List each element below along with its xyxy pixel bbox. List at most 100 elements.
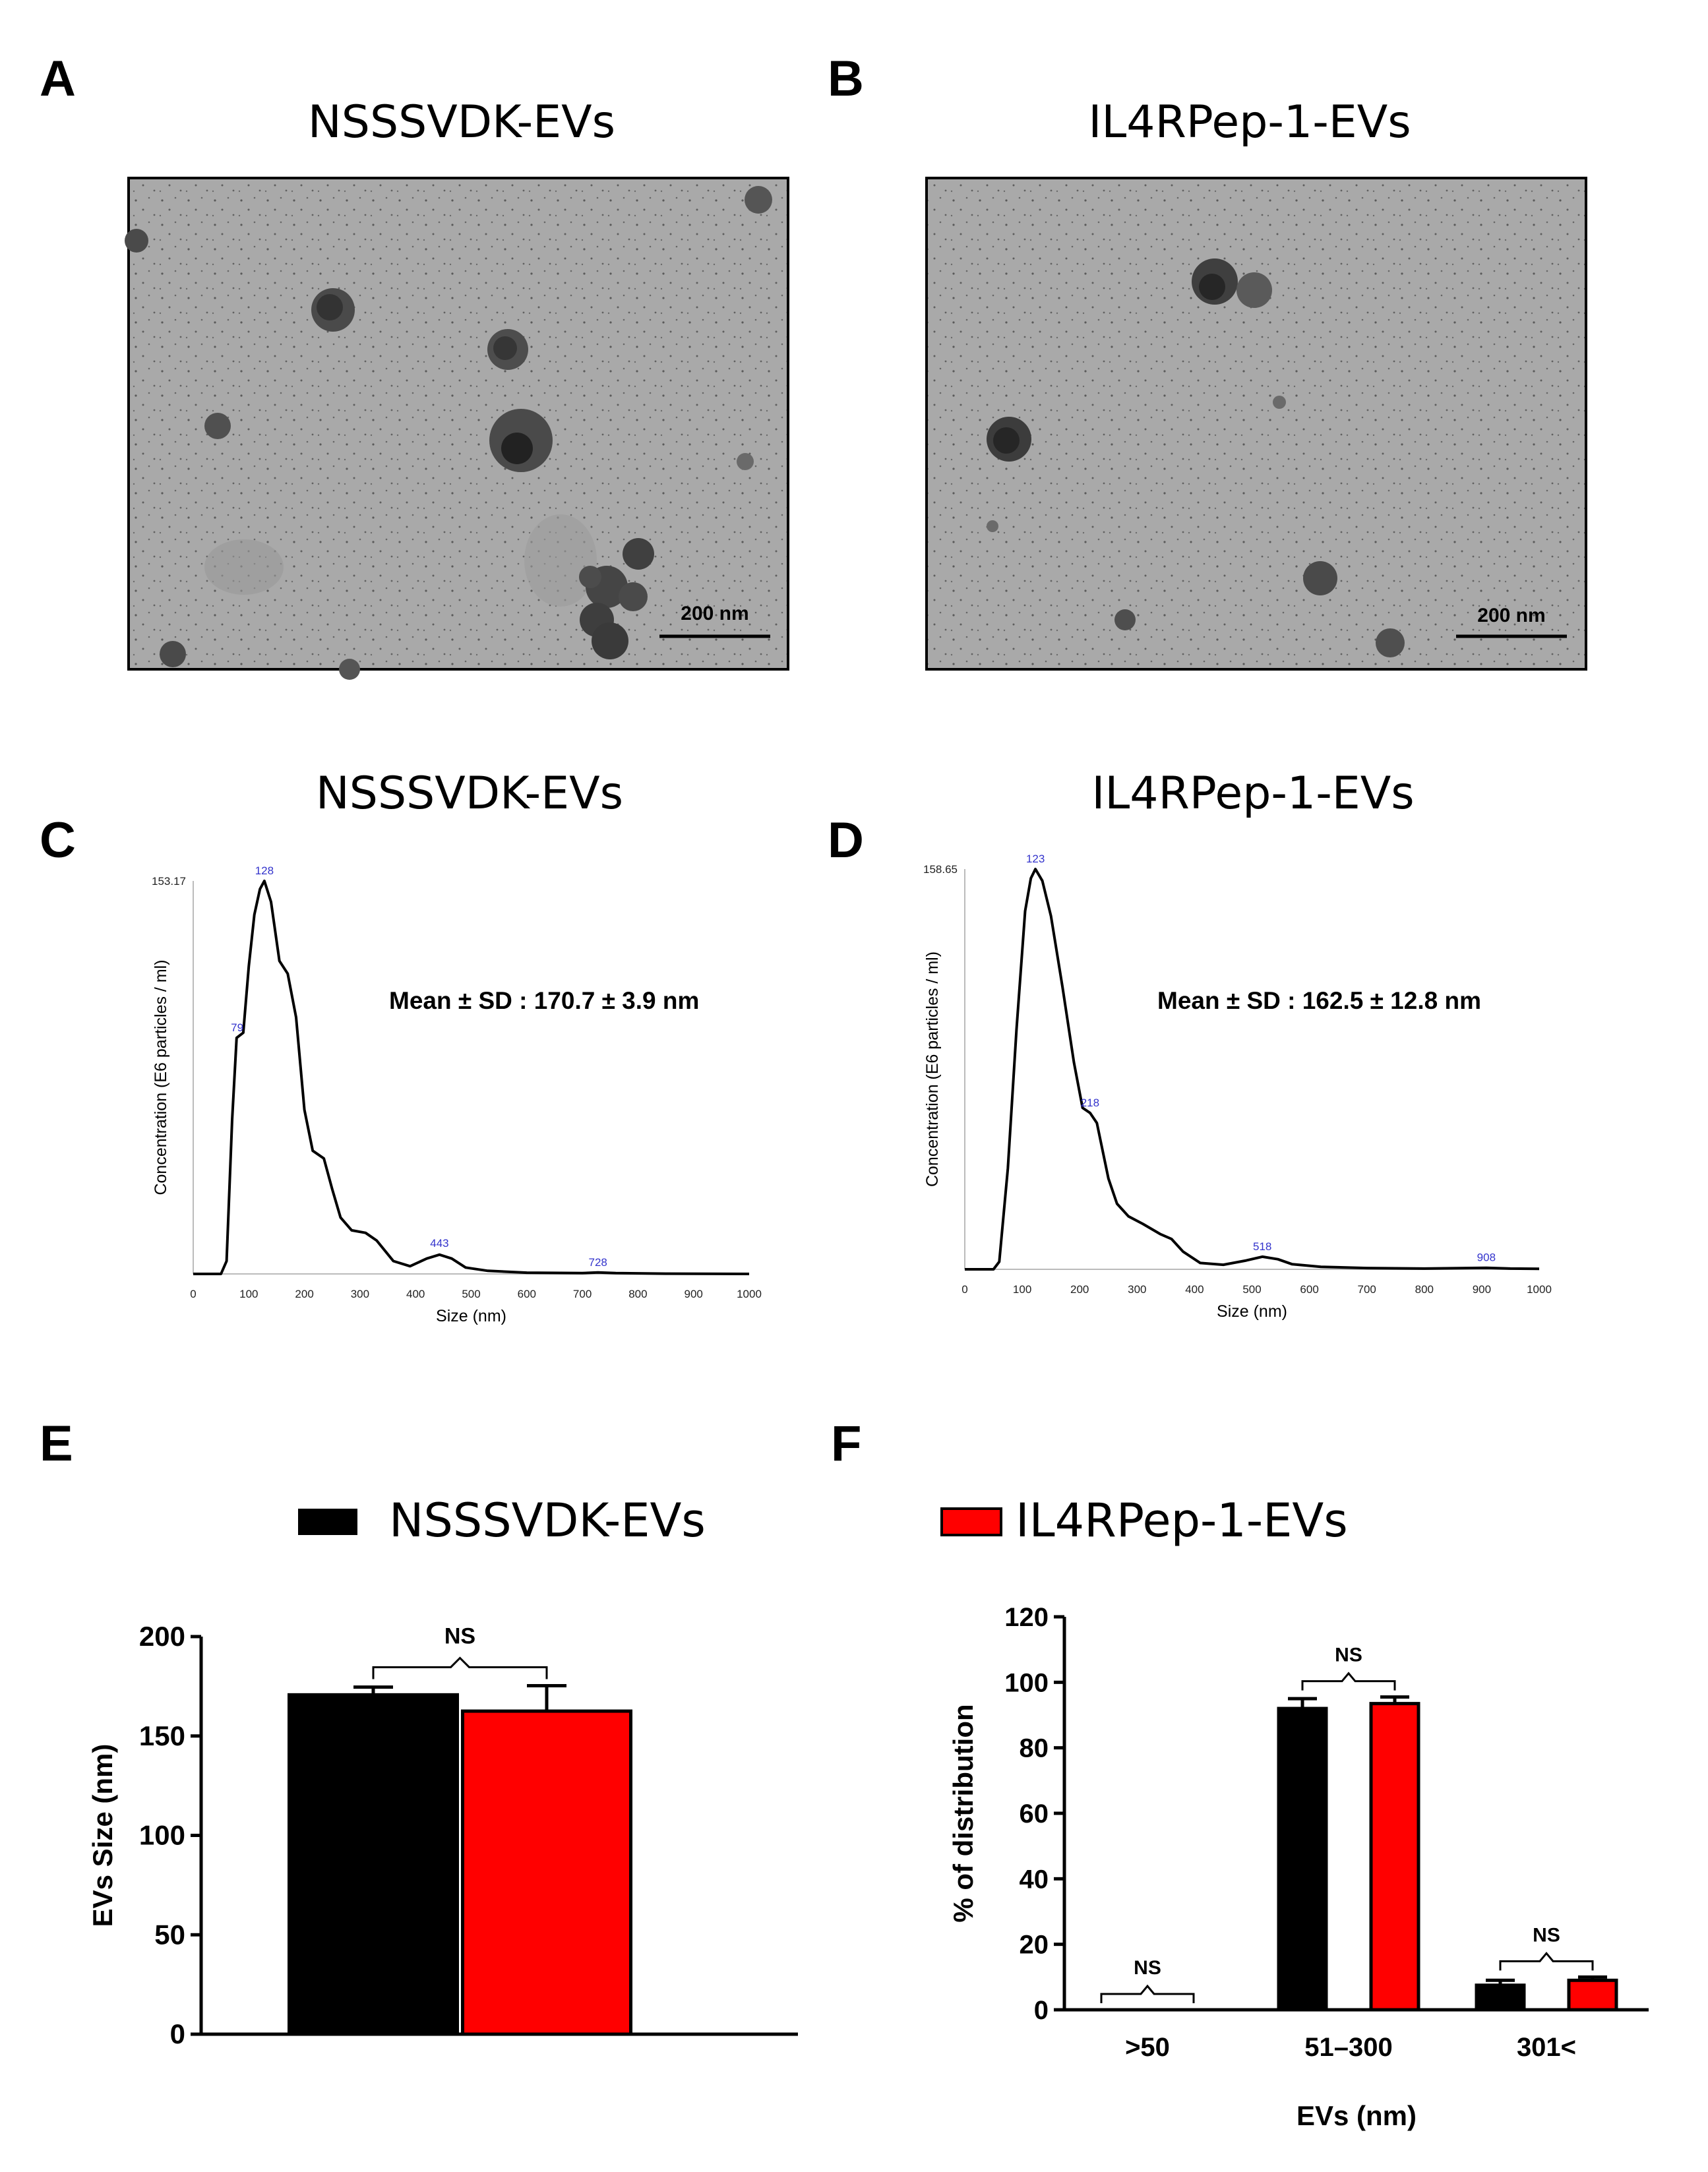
x-tick-label: 900 <box>685 1288 703 1300</box>
bar-chart-f: 0 20 40 60 80 100 120 % of distribution >50 NS 51–… <box>948 1603 1649 2131</box>
peak-label: 908 <box>1477 1252 1496 1264</box>
peak-label: 123 <box>1026 853 1045 865</box>
legend-swatch-nsssvdk <box>298 1509 357 1535</box>
y-max-label: 158.65 <box>923 863 958 876</box>
panel-f: F 0 20 40 60 80 100 120 % of distribution >50 NS 5… <box>831 1416 1649 2131</box>
peak-label: 518 <box>1253 1240 1271 1253</box>
y-tick-label: 60 <box>1020 1799 1049 1828</box>
x-tick-label: 100 <box>1013 1283 1031 1296</box>
bar-chart-e: 0 50 100 150 200 EVs Size (nm) NS <box>87 1621 798 2049</box>
panel-letter-f: F <box>831 1416 861 1472</box>
y-tick-label: 0 <box>170 2018 185 2049</box>
legend-label-il4rpep: IL4RPep-1-EVs <box>1016 1493 1348 1548</box>
x-tick-label: 1000 <box>737 1288 762 1300</box>
legend-swatch-il4rpep <box>940 1507 1002 1536</box>
significance-label: NS <box>444 1623 475 1648</box>
x-tick-label: 200 <box>295 1288 313 1300</box>
y-axis-title: Concentration (E6 particles / ml) <box>152 959 170 1195</box>
x-tick-label: 600 <box>518 1288 536 1300</box>
distribution-line <box>193 880 750 1275</box>
x-tick-label: 800 <box>628 1288 647 1300</box>
y-axis-title: EVs Size (nm) <box>87 1744 118 1927</box>
panel-b-title: IL4RPep-1-EVs <box>1088 96 1411 148</box>
x-tick-label: 400 <box>406 1288 425 1300</box>
panel-letter-d: D <box>828 812 864 868</box>
panel-letter-c: C <box>40 812 76 868</box>
significance-bracket <box>1100 1984 1195 2003</box>
panel-d-annotation: Mean ± SD : 162.5 ± 12.8 nm <box>1157 987 1481 1014</box>
legend: NSSSVDK-EVs IL4RPep-1-EVs <box>298 1493 1348 1548</box>
y-tick-label: 0 <box>1034 1996 1049 2025</box>
x-tick-label: 400 <box>1185 1283 1204 1296</box>
x-tick-label: 300 <box>351 1288 369 1300</box>
bar-nsssvdk <box>1475 1983 1526 2012</box>
bar-il4rpep <box>461 1709 632 2036</box>
x-tick-label: 300 <box>1128 1283 1146 1296</box>
distribution-line <box>965 868 1540 1271</box>
y-tick-label: 100 <box>1004 1668 1049 1697</box>
peak-label: 728 <box>589 1256 607 1269</box>
y-tick-label: 120 <box>1004 1603 1049 1632</box>
x-tick-label: 51–300 <box>1304 2033 1392 2062</box>
bar-il4rpep <box>1369 1702 1420 2012</box>
x-axis-title: Size (nm) <box>1217 1302 1287 1321</box>
y-tick-label: 20 <box>1020 1931 1049 1960</box>
bar-nsssvdk <box>1277 1706 1328 2012</box>
x-tick-label: 800 <box>1415 1283 1434 1296</box>
x-tick-label: 1000 <box>1527 1283 1552 1296</box>
panel-letter-e: E <box>40 1416 73 1472</box>
panel-c-title: NSSSVDK-EVs <box>316 768 623 820</box>
y-tick-label: 150 <box>139 1720 185 1751</box>
x-tick-label: 600 <box>1300 1283 1318 1296</box>
panel-letter-b: B <box>828 51 864 107</box>
nta-chart-c: 0 100 200 300 400 500 600 700 800 900 1000 153.17 Si… <box>152 864 762 1325</box>
panel-a-title: NSSSVDK-EVs <box>308 96 615 148</box>
y-max-label: 153.17 <box>152 875 186 888</box>
legend-label-nsssvdk: NSSSVDK-EVs <box>389 1493 706 1548</box>
panel-d: D IL4RPep-1-EVs 0 100 200 300 400 500 600 700 80… <box>828 768 1552 1321</box>
bar-il4rpep <box>1567 1978 1618 2012</box>
peak-label: 443 <box>430 1237 448 1250</box>
x-tick-label: 100 <box>239 1288 258 1300</box>
x-axis-title: EVs (nm) <box>1296 2100 1417 2131</box>
y-axis-title: % of distribution <box>948 1704 979 1922</box>
y-tick-label: 40 <box>1020 1865 1049 1894</box>
x-tick-label: 700 <box>1358 1283 1376 1296</box>
significance-bracket <box>372 1656 548 1679</box>
significance-bracket <box>1499 1951 1594 1971</box>
x-tick-label: 500 <box>462 1288 480 1300</box>
panel-a: A NSSSVDK-EVs 200 nm <box>40 51 789 680</box>
tem-image-a: 200 nm <box>125 177 789 680</box>
significance-bracket <box>1301 1672 1396 1691</box>
scale-bar-b: 200 nm <box>1477 605 1545 626</box>
y-tick-label: 100 <box>139 1820 185 1851</box>
y-axis-title: Concentration (E6 particles / ml) <box>923 951 942 1187</box>
significance-label: NS <box>1134 1957 1161 1979</box>
panel-letter-a: A <box>40 51 76 107</box>
nta-chart-d: 0 100 200 300 400 500 600 700 800 900 1000 158.65 Si… <box>923 853 1552 1321</box>
x-tick-label: 900 <box>1473 1283 1491 1296</box>
x-axis-title: Size (nm) <box>436 1307 506 1325</box>
y-tick-label: 200 <box>139 1621 185 1652</box>
x-tick-label: 301< <box>1517 2033 1576 2062</box>
panel-b: B IL4RPep-1-EVs 200 nm <box>828 51 1587 671</box>
peak-label: 128 <box>255 864 274 877</box>
panel-c-annotation: Mean ± SD : 170.7 ± 3.9 nm <box>389 987 699 1014</box>
panel-c: C NSSSVDK-EVs 0 100 200 300 400 500 600 700 800 9… <box>40 768 762 1325</box>
peak-label: 79 <box>231 1021 243 1034</box>
panel-e: E 0 50 100 150 200 EVs Size (nm) NS <box>40 1416 798 2049</box>
x-tick-label: 200 <box>1070 1283 1089 1296</box>
panel-d-title: IL4RPep-1-EVs <box>1091 768 1414 820</box>
x-tick-label: >50 <box>1125 2033 1170 2062</box>
x-tick-label: 0 <box>961 1283 967 1296</box>
y-tick-label: 80 <box>1020 1734 1049 1763</box>
y-tick-label: 50 <box>154 1919 185 1950</box>
scale-bar-a: 200 nm <box>681 603 748 624</box>
x-tick-label: 0 <box>190 1288 196 1300</box>
significance-label: NS <box>1533 1924 1560 1946</box>
significance-label: NS <box>1335 1644 1362 1666</box>
peak-label: 218 <box>1081 1097 1099 1109</box>
bar-nsssvdk <box>288 1693 459 2036</box>
x-tick-label: 500 <box>1242 1283 1261 1296</box>
